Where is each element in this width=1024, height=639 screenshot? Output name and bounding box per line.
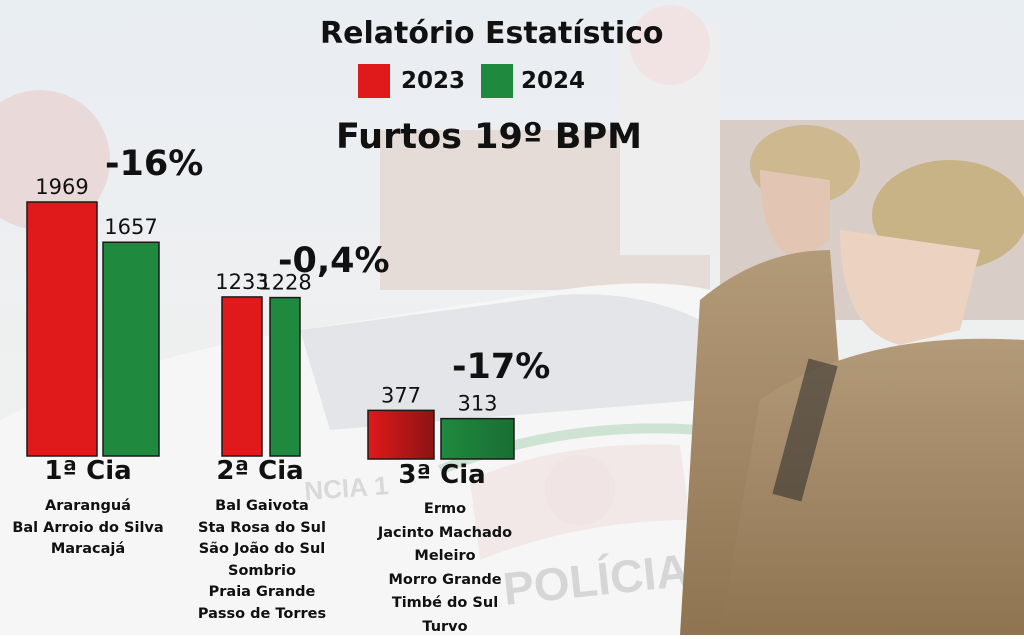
bar-2023-1-cia bbox=[27, 202, 97, 456]
value-label-2023-1-cia: 1969 bbox=[35, 175, 88, 199]
value-label-2024-3-cia: 313 bbox=[457, 392, 497, 416]
city-name: Jacinto Machado bbox=[325, 522, 565, 546]
category-label-3-cia: 3ª Cia bbox=[342, 460, 542, 490]
bar-2024-2-cia bbox=[270, 298, 300, 456]
city-name: Ermo bbox=[325, 498, 565, 522]
change-label-2-cia: -0,4% bbox=[278, 241, 390, 281]
city-list-3-cia: Ermo Jacinto Machado Meleiro Morro Grand… bbox=[325, 498, 565, 639]
city-name: Meleiro bbox=[325, 545, 565, 569]
city-name: Timbé do Sul bbox=[325, 592, 565, 616]
bar-2024-3-cia bbox=[441, 419, 514, 459]
value-label-2024-1-cia: 1657 bbox=[104, 215, 157, 239]
bar-2024-1-cia bbox=[103, 242, 159, 456]
city-name: Turvo bbox=[325, 616, 565, 639]
value-label-2023-3-cia: 377 bbox=[381, 383, 421, 407]
change-label-1-cia: -16% bbox=[105, 144, 203, 184]
city-name: Morro Grande bbox=[325, 569, 565, 593]
change-label-3-cia: -17% bbox=[452, 347, 550, 387]
bar-2023-3-cia bbox=[368, 410, 434, 459]
category-label-2-cia: 2ª Cia bbox=[160, 456, 360, 486]
bar-2023-2-cia bbox=[222, 297, 262, 456]
